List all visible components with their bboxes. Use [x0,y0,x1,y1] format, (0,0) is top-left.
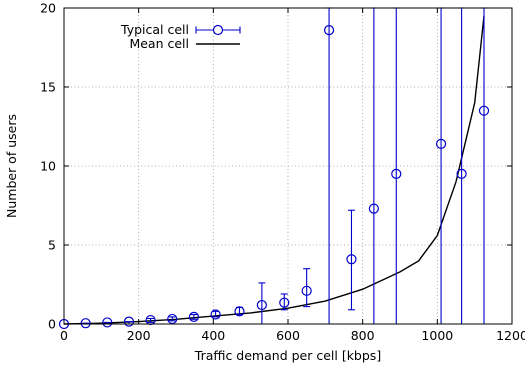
y-tick-label: 20 [40,1,56,16]
y-tick-label: 0 [48,317,56,332]
typical-cell-point [167,313,178,325]
y-tick-label: 10 [40,159,56,174]
typical-cell-point [456,168,467,179]
typical-cell-point [323,25,335,36]
y-tick-label: 15 [40,80,56,95]
typical-cell-point [102,317,113,328]
x-tick-label: 800 [351,328,375,343]
x-axis-label: Traffic demand per cell [kbps] [194,348,381,363]
legend-label-typical-cell: Typical cell [120,22,189,37]
typical-cell-point [210,309,221,320]
x-tick-label: 1200 [496,328,525,343]
x-tick-label: 200 [127,328,151,343]
plot-area [58,7,490,330]
typical-cell-point [123,316,135,327]
legend-marker-typical-cell [212,24,224,36]
typical-cell-point [478,105,490,116]
legend: Typical cell Mean cell [120,22,241,51]
y-tick-label: 5 [48,238,56,253]
x-tick-label: 1000 [421,328,453,343]
legend-label-mean-cell: Mean cell [129,36,189,51]
typical-cell-point [80,318,91,329]
x-tick-label: 0 [60,328,68,343]
typical-cell-point [256,299,267,311]
y-axis-label: Number of users [4,114,19,218]
typical-cell-point [435,138,447,149]
typical-cell-point [368,203,379,214]
typical-cell-point [145,314,156,326]
typical-cell-point [279,297,290,308]
typical-cell-point [301,285,312,296]
gridlines [64,8,512,324]
typical-cell-point [391,168,402,179]
typical-cell-point [234,306,245,317]
typical-cell-point [346,254,357,265]
axis-ticks: 0 200 400 600 800 1000 1200 0 5 10 15 20 [40,1,525,344]
mean-cell-line [63,15,485,325]
x-tick-label: 600 [276,328,300,343]
x-tick-label: 400 [201,328,225,343]
typical-cell-point [188,311,200,322]
